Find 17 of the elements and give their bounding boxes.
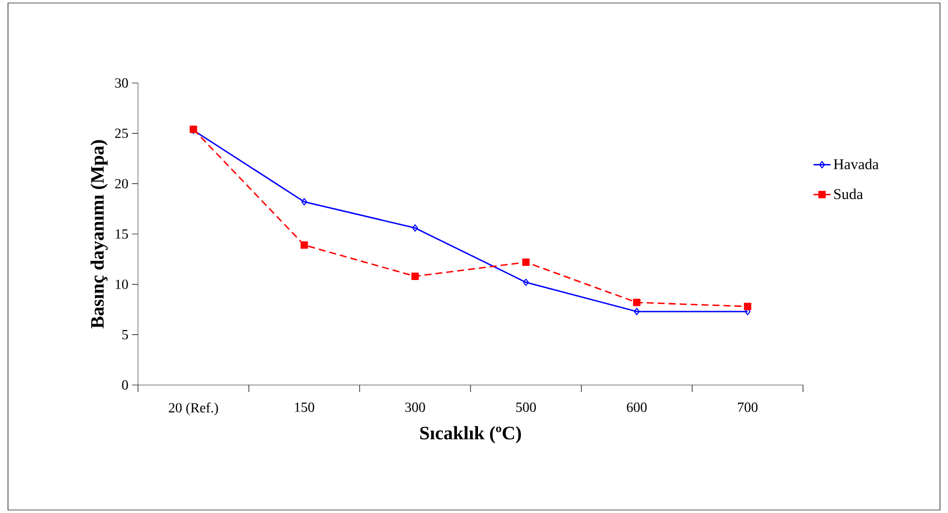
x-tick-label: 600	[626, 402, 647, 412]
x-axis-title: Sıcaklık (ºC)	[420, 426, 521, 444]
legend-label: Suda	[834, 188, 863, 200]
x-tick-label: 500	[516, 402, 536, 412]
y-tick-label: 10	[116, 280, 128, 290]
y-tick-label: 0	[122, 380, 128, 390]
y-tick-label: 25	[115, 128, 128, 138]
y-tick-label: 5	[122, 330, 128, 340]
y-axis-title: Basınç dayanımı (Mpa)	[90, 140, 108, 328]
y-tick-label: 15	[116, 229, 128, 239]
x-tick-label: 700	[738, 402, 758, 412]
x-tick-label: 150	[295, 402, 314, 412]
y-tick-label: 20	[115, 178, 128, 188]
x-tick-label: 20 (Ref.)	[168, 402, 218, 416]
legend-label: Havada	[834, 158, 879, 170]
x-tick-label: 300	[405, 402, 426, 412]
y-tick-label: 30	[115, 78, 128, 88]
